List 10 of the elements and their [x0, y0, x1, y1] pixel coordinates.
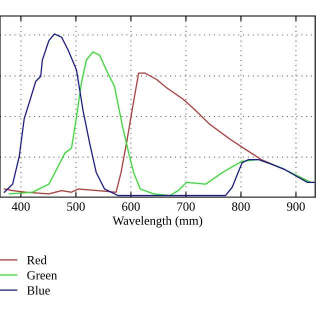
x-tick-label: 900: [286, 202, 305, 211]
legend-label: Blue: [27, 286, 50, 295]
x-tick-label: 400: [12, 202, 30, 211]
x-tick-label: 800: [232, 202, 250, 211]
x-tick-label: 500: [67, 202, 85, 211]
x-tick-label: 600: [122, 202, 140, 211]
legend-label: Green: [27, 271, 58, 280]
legend-label: Red: [27, 256, 47, 264]
x-tick-label: 700: [177, 202, 195, 211]
x-axis-title: Wavelength (mm): [112, 216, 202, 228]
